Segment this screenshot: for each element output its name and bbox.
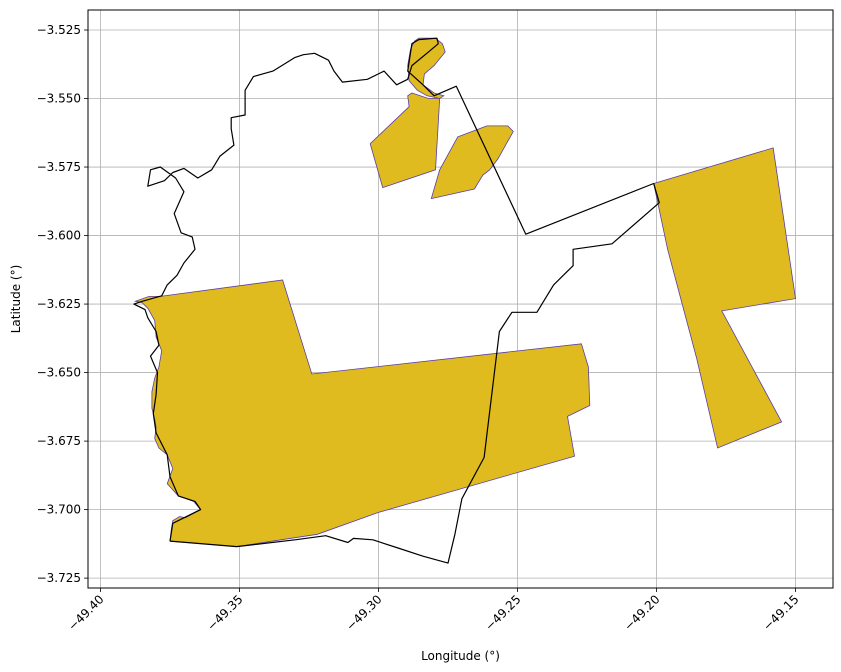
y-tick-label: −3.650 [37, 366, 81, 380]
y-tick-label: −3.675 [37, 434, 81, 448]
plot-frame [87, 9, 834, 589]
boundary-line [133, 37, 660, 564]
y-tick-label: −3.625 [37, 297, 81, 311]
boundary-outline [133, 37, 660, 564]
y-tick-label: −3.700 [37, 503, 81, 517]
y-tick-label: −3.550 [37, 92, 81, 106]
filled-area [369, 92, 441, 189]
filled-area [653, 147, 796, 449]
y-tick-label: −3.525 [37, 23, 81, 37]
filled-area [133, 279, 591, 548]
y-tick-label: −3.575 [37, 160, 81, 174]
filled-area [430, 125, 514, 200]
filled-areas [133, 37, 796, 548]
y-axis-label: Latitude (°) [9, 265, 23, 334]
y-tick-label: −3.725 [37, 571, 81, 585]
y-tick-label: −3.600 [37, 229, 81, 243]
filled-area [407, 37, 446, 99]
x-axis-label: Longitude (°) [421, 649, 500, 663]
